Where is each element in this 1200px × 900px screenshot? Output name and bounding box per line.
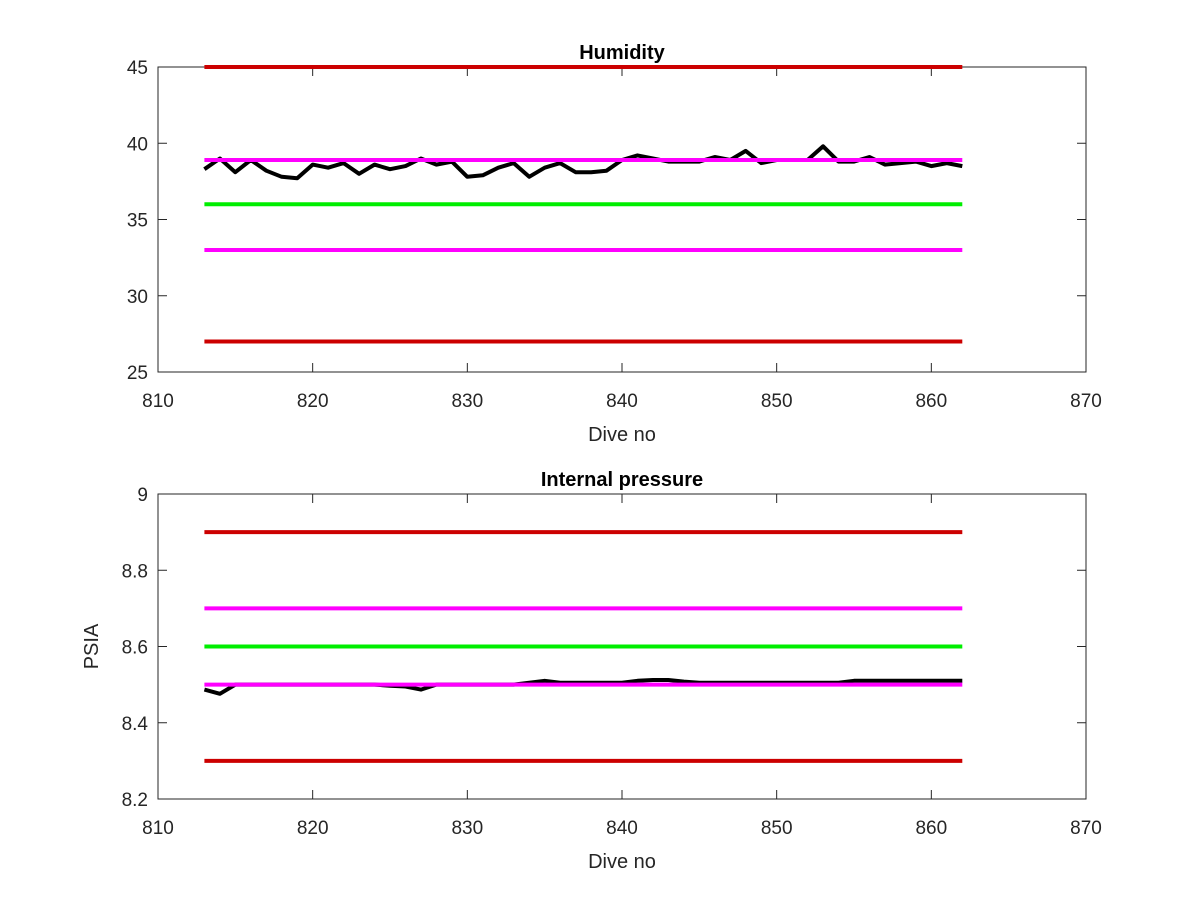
internal-pressure-x-tick-label: 840 <box>606 818 638 839</box>
internal-pressure-y-tick-label: 8.4 <box>122 714 149 735</box>
internal-pressure-y-tick-label: 8.8 <box>122 561 148 582</box>
internal-pressure-x-tick-label: 820 <box>297 818 329 839</box>
humidity-chart-title: Humidity <box>579 42 665 64</box>
internal-pressure-chart: 810 820 830 840 850 860 870 8.2 8.4 8.6 8.8 9 Intern… <box>81 469 1102 873</box>
humidity-x-tick-label: 820 <box>297 391 329 412</box>
humidity-x-tick-label: 830 <box>451 391 483 412</box>
internal-pressure-y-tick-label: 9 <box>137 485 148 506</box>
humidity-y-tick-label: 30 <box>127 287 148 308</box>
humidity-x-tick-label: 860 <box>915 391 947 412</box>
humidity-x-tick-label: 850 <box>761 391 793 412</box>
internal-pressure-x-tick-label: 830 <box>451 818 483 839</box>
internal-pressure-y-tick-label: 8.6 <box>122 638 148 659</box>
humidity-y-tick-label: 35 <box>127 211 148 232</box>
humidity-y-tick-label: 40 <box>127 134 148 155</box>
internal-pressure-x-tick-label: 860 <box>915 818 947 839</box>
humidity-x-tick-label: 840 <box>606 391 638 412</box>
internal-pressure-x-tick-label: 850 <box>761 818 793 839</box>
internal-pressure-x-axis-label: Dive no <box>588 851 656 873</box>
humidity-x-axis-label: Dive no <box>588 424 656 446</box>
internal-pressure-x-tick-label: 870 <box>1070 818 1102 839</box>
humidity-axes-frame <box>157 66 1087 373</box>
internal-pressure-y-axis-label: PSIA <box>81 623 103 669</box>
internal-pressure-x-tick-label: 810 <box>142 818 174 839</box>
humidity-x-tick-label: 810 <box>142 391 174 412</box>
humidity-y-tick-label: 25 <box>127 363 148 384</box>
internal-pressure-y-tick-label: 8.2 <box>122 790 148 811</box>
humidity-y-tick-label: 45 <box>127 58 148 79</box>
humidity-chart: 810 820 830 840 850 860 870 25 30 35 40 45 Humidity D… <box>127 42 1102 446</box>
humidity-x-tick-label: 870 <box>1070 391 1102 412</box>
internal-pressure-chart-title: Internal pressure <box>541 469 703 491</box>
